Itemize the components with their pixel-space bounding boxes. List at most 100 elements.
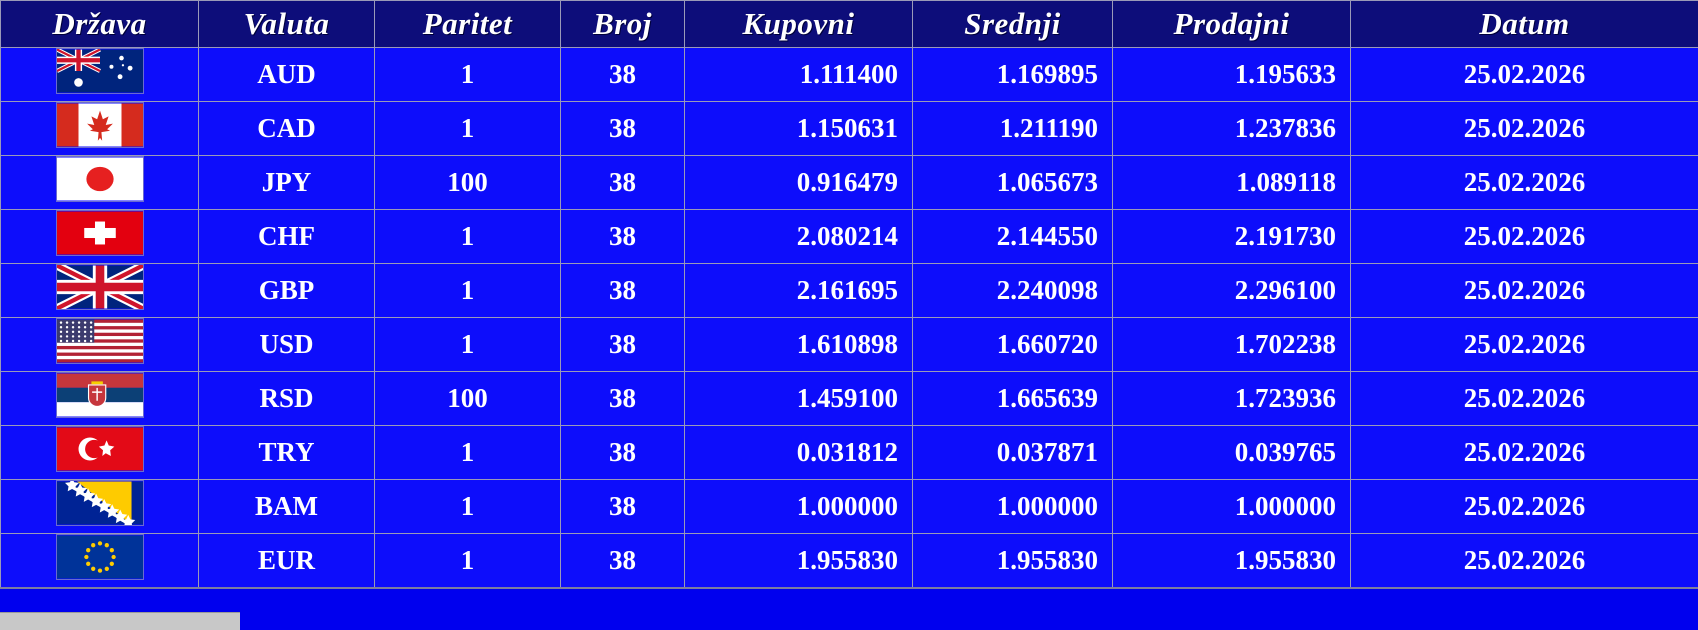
cell-paritet: 1 (375, 102, 561, 156)
cell-broj: 38 (561, 426, 685, 480)
cell-drzava (1, 318, 199, 372)
cell-prodajni: 1.723936 (1113, 372, 1351, 426)
cell-kupovni: 1.000000 (685, 480, 913, 534)
cell-paritet: 1 (375, 426, 561, 480)
flag-european-union-icon (56, 534, 144, 580)
cell-drzava (1, 210, 199, 264)
cell-valuta: USD (199, 318, 375, 372)
column-header-valuta[interactable]: Valuta (199, 1, 375, 48)
cell-valuta: CHF (199, 210, 375, 264)
cell-paritet: 1 (375, 48, 561, 102)
cell-broj: 38 (561, 264, 685, 318)
cell-drzava (1, 534, 199, 589)
cell-prodajni: 1.195633 (1113, 48, 1351, 102)
cell-prodajni: 1.237836 (1113, 102, 1351, 156)
cell-prodajni: 2.296100 (1113, 264, 1351, 318)
cell-broj: 38 (561, 210, 685, 264)
cell-paritet: 1 (375, 480, 561, 534)
cell-drzava (1, 102, 199, 156)
cell-paritet: 100 (375, 372, 561, 426)
exchange-rates-table: Država Valuta Paritet Broj Kupovni Sredn… (0, 0, 1698, 589)
cell-datum: 25.02.2026 (1351, 534, 1698, 589)
cell-paritet: 1 (375, 264, 561, 318)
header-row: Država Valuta Paritet Broj Kupovni Sredn… (1, 1, 1698, 48)
cell-drzava (1, 426, 199, 480)
cell-valuta: BAM (199, 480, 375, 534)
flag-australia-icon (56, 48, 144, 94)
cell-prodajni: 1.000000 (1113, 480, 1351, 534)
cell-kupovni: 2.080214 (685, 210, 913, 264)
flag-canada-icon (56, 102, 144, 148)
cell-datum: 25.02.2026 (1351, 372, 1698, 426)
column-header-broj[interactable]: Broj (561, 1, 685, 48)
horizontal-scrollbar[interactable] (0, 612, 240, 630)
cell-drzava (1, 264, 199, 318)
cell-srednji: 0.037871 (913, 426, 1113, 480)
cell-prodajni: 1.089118 (1113, 156, 1351, 210)
flag-serbia-icon (56, 372, 144, 418)
cell-kupovni: 1.610898 (685, 318, 913, 372)
cell-datum: 25.02.2026 (1351, 210, 1698, 264)
cell-srednji: 2.240098 (913, 264, 1113, 318)
cell-datum: 25.02.2026 (1351, 156, 1698, 210)
cell-kupovni: 2.161695 (685, 264, 913, 318)
cell-valuta: JPY (199, 156, 375, 210)
cell-srednji: 1.660720 (913, 318, 1113, 372)
cell-srednji: 2.144550 (913, 210, 1113, 264)
flag-turkey-icon (56, 426, 144, 472)
cell-valuta: CAD (199, 102, 375, 156)
cell-datum: 25.02.2026 (1351, 426, 1698, 480)
cell-kupovni: 0.031812 (685, 426, 913, 480)
cell-broj: 38 (561, 372, 685, 426)
cell-prodajni: 0.039765 (1113, 426, 1351, 480)
flag-bosnia-herzegovina-icon (56, 480, 144, 526)
cell-broj: 38 (561, 480, 685, 534)
cell-paritet: 100 (375, 156, 561, 210)
cell-drzava (1, 372, 199, 426)
cell-broj: 38 (561, 102, 685, 156)
cell-broj: 38 (561, 48, 685, 102)
cell-broj: 38 (561, 318, 685, 372)
cell-datum: 25.02.2026 (1351, 264, 1698, 318)
cell-srednji: 1.955830 (913, 534, 1113, 589)
cell-kupovni: 1.955830 (685, 534, 913, 589)
column-header-paritet[interactable]: Paritet (375, 1, 561, 48)
cell-kupovni: 1.111400 (685, 48, 913, 102)
cell-broj: 38 (561, 534, 685, 589)
flag-japan-icon (56, 156, 144, 202)
cell-srednji: 1.665639 (913, 372, 1113, 426)
cell-datum: 25.02.2026 (1351, 48, 1698, 102)
cell-datum: 25.02.2026 (1351, 480, 1698, 534)
cell-valuta: AUD (199, 48, 375, 102)
cell-paritet: 1 (375, 318, 561, 372)
column-header-kupovni[interactable]: Kupovni (685, 1, 913, 48)
cell-valuta: RSD (199, 372, 375, 426)
column-header-prodajni[interactable]: Prodajni (1113, 1, 1351, 48)
cell-datum: 25.02.2026 (1351, 102, 1698, 156)
cell-paritet: 1 (375, 210, 561, 264)
cell-srednji: 1.169895 (913, 48, 1113, 102)
cell-drzava (1, 480, 199, 534)
column-header-srednji[interactable]: Srednji (913, 1, 1113, 48)
cell-valuta: GBP (199, 264, 375, 318)
table-header: Država Valuta Paritet Broj Kupovni Sredn… (1, 1, 1698, 48)
cell-prodajni: 1.955830 (1113, 534, 1351, 589)
cell-kupovni: 1.459100 (685, 372, 913, 426)
column-header-drzava[interactable]: Država (1, 1, 199, 48)
cell-kupovni: 1.150631 (685, 102, 913, 156)
cell-valuta: TRY (199, 426, 375, 480)
column-header-datum[interactable]: Datum (1351, 1, 1698, 48)
cell-srednji: 1.211190 (913, 102, 1113, 156)
cell-srednji: 1.000000 (913, 480, 1113, 534)
